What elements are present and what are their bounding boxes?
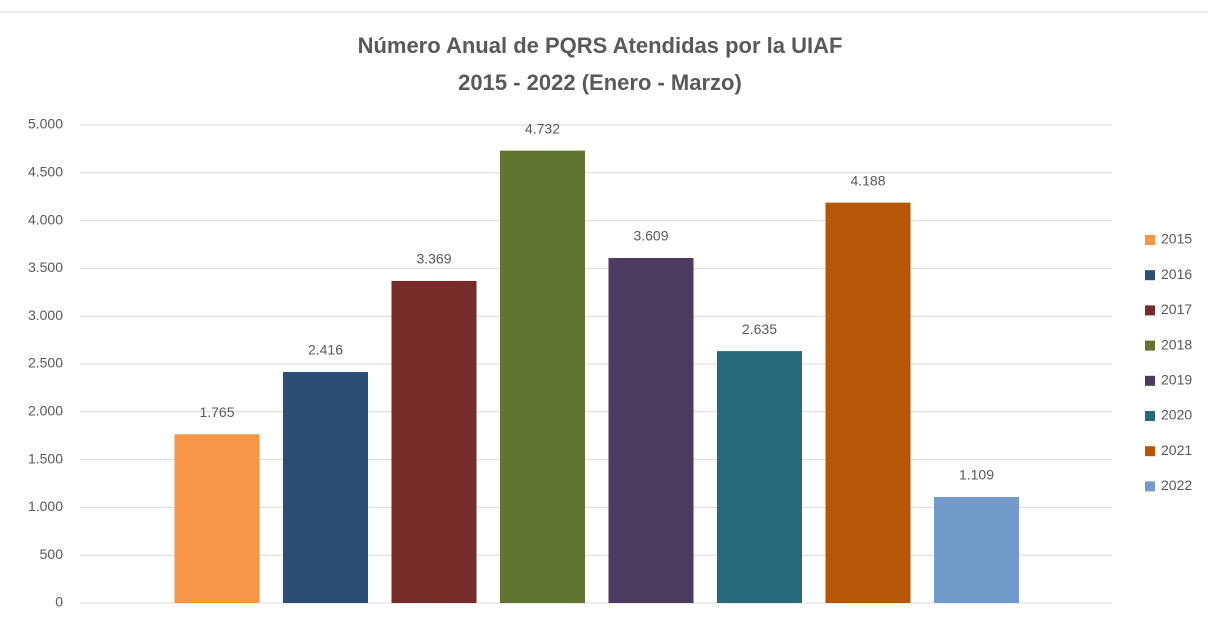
legend-label: 2021 (1161, 442, 1192, 458)
legend-swatch (1145, 235, 1155, 245)
bar (608, 257, 694, 603)
data-label: 2.416 (308, 342, 343, 358)
y-tick-label: 0 (55, 594, 63, 610)
y-tick-label: 3.000 (28, 307, 63, 323)
y-tick-label: 2.000 (28, 403, 63, 419)
legend-swatch (1145, 375, 1155, 386)
legend-swatch (1145, 446, 1155, 457)
legend-swatch (1145, 411, 1155, 421)
y-tick-label: 4.000 (28, 211, 63, 227)
y-tick-label: 5.000 (28, 116, 63, 132)
data-label: 3.609 (633, 228, 668, 244)
data-label: 2.635 (742, 321, 777, 337)
y-tick-label: 2.500 (28, 355, 63, 371)
data-label: 1.109 (959, 467, 994, 483)
legend-label: 2018 (1161, 336, 1192, 352)
chart-title: Número Anual de PQRS Atendidas por la UI… (358, 33, 843, 58)
chart-subtitle: 2015 - 2022 (Enero - Marzo) (458, 70, 742, 95)
legend-label: 2019 (1161, 372, 1192, 388)
legend-label: 2015 (1161, 231, 1192, 247)
legend-swatch (1145, 270, 1155, 281)
bar (500, 150, 585, 604)
bar (283, 372, 368, 603)
bar (934, 496, 1019, 603)
y-tick-label: 1.500 (28, 450, 63, 466)
data-label: 3.369 (416, 251, 451, 267)
legend-label: 2022 (1161, 477, 1192, 493)
legend-swatch (1145, 340, 1155, 351)
bar (825, 202, 911, 603)
data-label: 1.765 (199, 404, 234, 420)
y-tick-label: 3.500 (28, 259, 63, 275)
data-label: 4.732 (525, 120, 560, 136)
y-tick-label: 1.000 (28, 498, 63, 514)
bar (717, 351, 802, 603)
legend-label: 2017 (1161, 301, 1192, 317)
legend-swatch (1145, 305, 1155, 316)
data-label: 4.188 (850, 172, 885, 188)
y-tick-label: 500 (40, 546, 64, 562)
legend-label: 2020 (1161, 407, 1192, 423)
legend-label: 2016 (1161, 266, 1192, 282)
legend-swatch (1145, 481, 1155, 492)
bar (391, 280, 477, 603)
y-tick-label: 4.500 (28, 164, 63, 180)
bar (174, 434, 260, 603)
